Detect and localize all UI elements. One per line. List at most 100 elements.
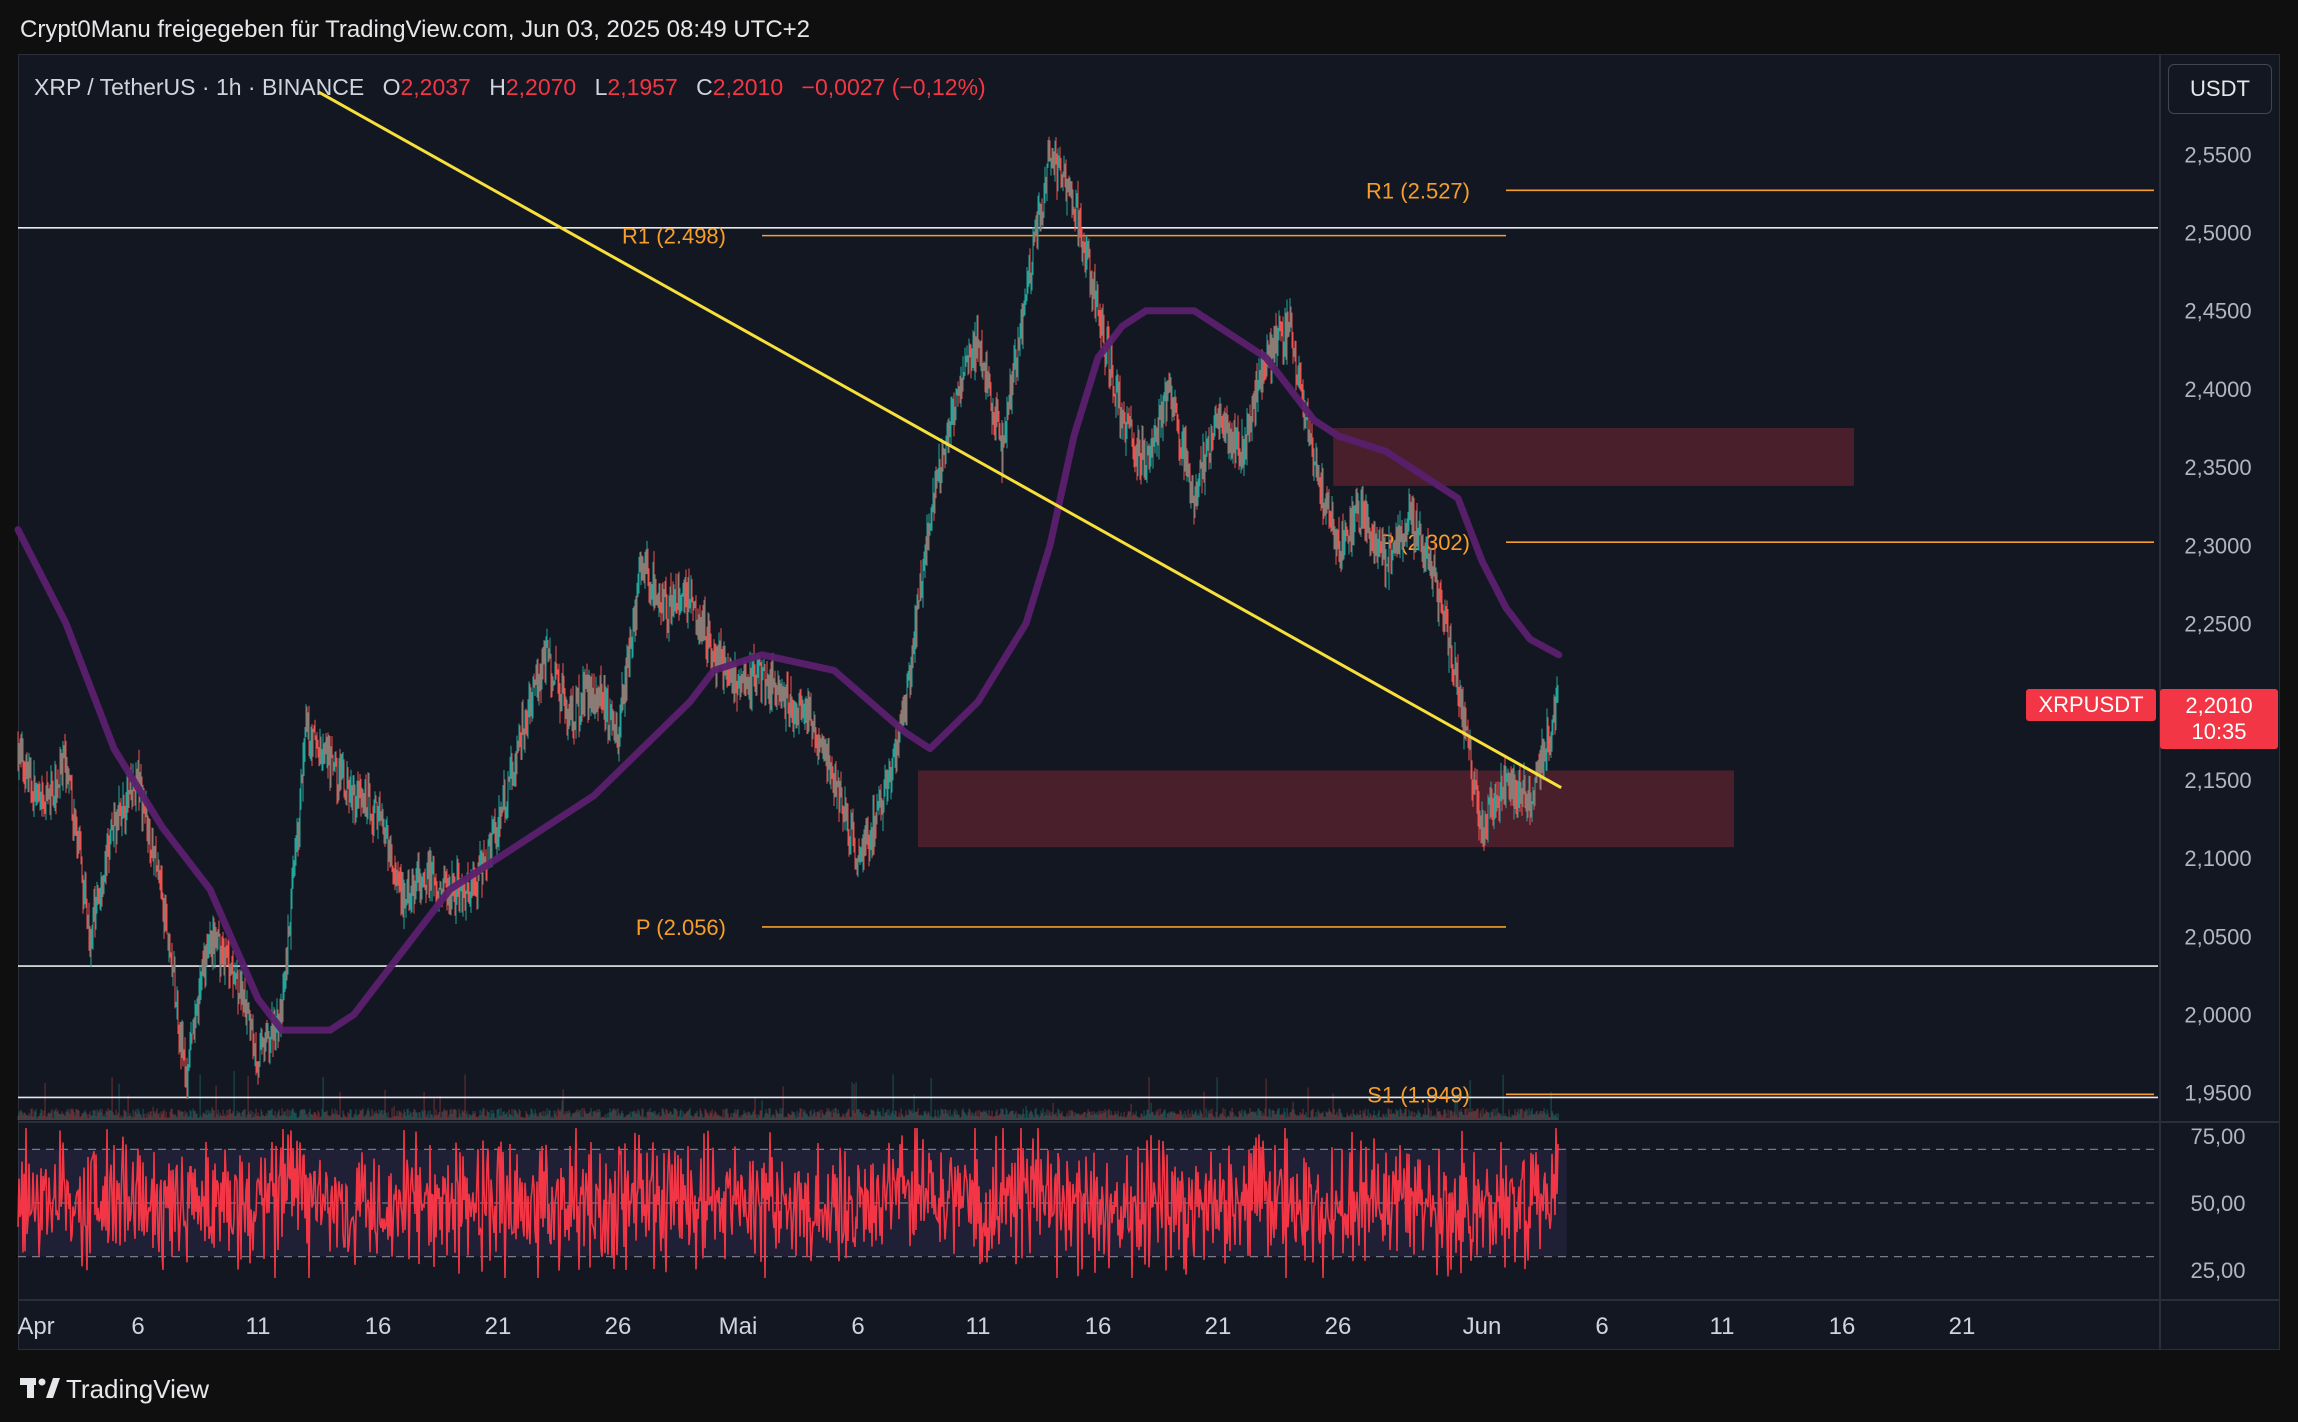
volume-bar xyxy=(1063,1116,1065,1120)
volume-bar xyxy=(728,1117,730,1120)
volume-bar xyxy=(798,1112,800,1120)
volume-bar xyxy=(1072,1111,1074,1120)
volume-bar xyxy=(1077,1112,1079,1120)
volume-bar xyxy=(811,1116,813,1120)
volume-bar xyxy=(769,1108,771,1120)
volume-bar xyxy=(1169,1111,1171,1120)
descending-trendline[interactable] xyxy=(317,90,1562,790)
volume-bar xyxy=(1094,1113,1096,1120)
volume-bar xyxy=(1455,1114,1457,1120)
volume-bar xyxy=(179,1111,181,1120)
volume-bar xyxy=(901,1114,903,1120)
volume-bar xyxy=(614,1110,616,1120)
volume-bar xyxy=(166,1117,168,1120)
trendline-layer[interactable] xyxy=(317,90,1562,790)
volume-bar xyxy=(805,1114,807,1120)
volume-bar xyxy=(740,1117,742,1120)
price-tick-label: 2,1000 xyxy=(2184,846,2251,871)
volume-bar xyxy=(35,1109,37,1120)
volume-bar xyxy=(644,1115,646,1120)
volume-bar xyxy=(679,1110,681,1120)
volume-bar xyxy=(1062,1115,1064,1120)
volume-bar xyxy=(1384,1117,1386,1120)
volume-bar xyxy=(788,1113,790,1120)
volume-bar xyxy=(1474,1110,1476,1120)
volume-bar xyxy=(856,1109,858,1120)
volume-bar xyxy=(1181,1115,1183,1120)
volume-bar xyxy=(152,1106,154,1120)
volume-bar xyxy=(1180,1111,1182,1120)
volume-bar xyxy=(1174,1112,1176,1120)
volume-bar xyxy=(1485,1109,1487,1120)
volume-bar xyxy=(1141,1113,1143,1120)
volume-bar xyxy=(1541,1113,1543,1120)
rsi-line xyxy=(17,1127,1559,1279)
volume-bar xyxy=(1406,1116,1408,1120)
volume-bar xyxy=(671,1114,673,1120)
volume-bar xyxy=(1116,1114,1118,1120)
volume-bar xyxy=(642,1109,644,1120)
volume-bar xyxy=(1522,1117,1524,1120)
volume-bar xyxy=(1121,1116,1123,1120)
volume-bar xyxy=(669,1110,671,1120)
volume-bar xyxy=(859,1112,861,1120)
volume-bar xyxy=(863,1110,865,1120)
volume-bar xyxy=(1259,1111,1261,1120)
volume-bar xyxy=(710,1112,712,1120)
volume-bar xyxy=(1376,1117,1378,1120)
volume-bar xyxy=(690,1115,692,1120)
volume-bar xyxy=(915,1112,917,1120)
volume-bar xyxy=(497,1109,499,1120)
volume-bar xyxy=(938,1117,940,1120)
volume-bar xyxy=(1078,1113,1080,1120)
volume-bar xyxy=(928,1112,930,1120)
volume-bar xyxy=(1424,1108,1426,1120)
volume-bar xyxy=(114,1115,116,1120)
volume-bar xyxy=(1557,1113,1559,1120)
volume-bar xyxy=(335,1113,337,1120)
volume-bar xyxy=(328,1115,330,1120)
volume-bar xyxy=(1219,1113,1221,1120)
volume-bar xyxy=(1362,1110,1364,1120)
volume-bar xyxy=(315,1113,317,1120)
volume-bar xyxy=(288,1109,290,1120)
volume-bar xyxy=(1041,1112,1043,1120)
chart-frame[interactable] xyxy=(18,54,2280,1350)
volume-bar xyxy=(717,1114,719,1120)
volume-bar xyxy=(136,1113,138,1120)
volume-bar xyxy=(494,1117,496,1120)
volume-bar xyxy=(682,1111,684,1120)
volume-bar xyxy=(894,1110,896,1120)
currency-selector-button[interactable]: USDT xyxy=(2168,64,2272,114)
symbol-name[interactable]: XRP / TetherUS · 1h · BINANCE xyxy=(34,74,365,100)
volume-bar xyxy=(1275,1114,1277,1120)
volume-bar xyxy=(1432,1115,1434,1120)
volume-bar xyxy=(1276,1110,1278,1120)
volume-bar xyxy=(399,1112,401,1120)
volume-bar xyxy=(1499,1114,1501,1120)
volume-bar xyxy=(1404,1109,1406,1120)
volume-bar xyxy=(289,1115,291,1120)
volume-bar xyxy=(45,1116,47,1120)
time-tick-label: 16 xyxy=(1085,1313,1112,1340)
volume-bar xyxy=(1373,1110,1375,1120)
volume-bar xyxy=(1130,1103,1132,1120)
volume-bar xyxy=(1483,1114,1485,1120)
volume-bar xyxy=(987,1115,989,1120)
volume-bar xyxy=(1443,1109,1445,1120)
volume-bar xyxy=(889,1116,891,1120)
volume-bar xyxy=(448,1114,450,1120)
volume-bar xyxy=(613,1108,615,1120)
volume-bar xyxy=(1448,1117,1450,1120)
volume-bar xyxy=(869,1114,871,1120)
volume-bar xyxy=(1525,1108,1527,1120)
volume-bar xyxy=(1403,1112,1405,1120)
volume-bar xyxy=(810,1109,812,1120)
volume-bar xyxy=(748,1111,750,1120)
volume-bar xyxy=(757,1114,759,1120)
volume-bar xyxy=(324,1111,326,1120)
volume-bar xyxy=(200,1115,202,1120)
time-tick-label: 6 xyxy=(851,1313,864,1340)
volume-bar xyxy=(899,1116,901,1120)
